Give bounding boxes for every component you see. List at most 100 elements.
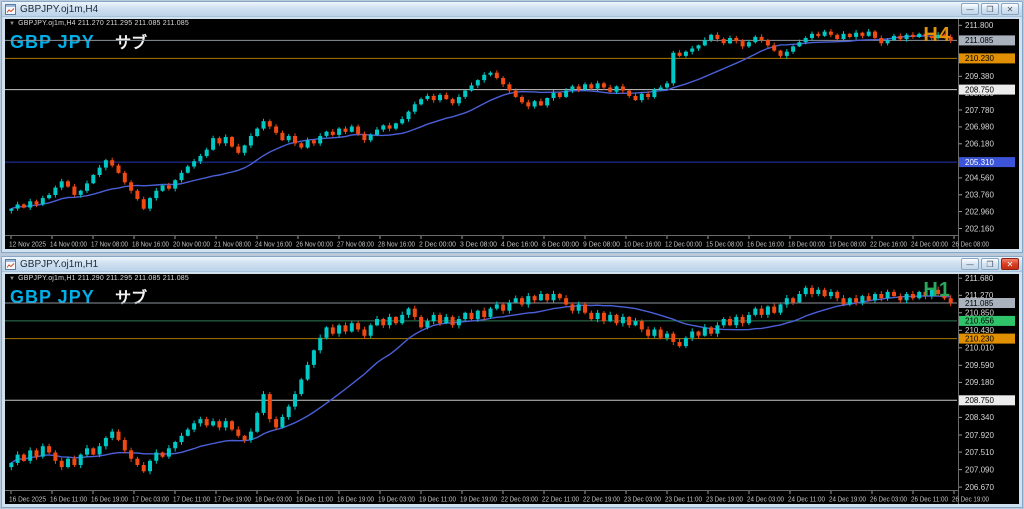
window-titlebar-h1[interactable]: GBPJPY.oj1m,H1 — ❐ ✕: [2, 257, 1022, 272]
svg-text:210.010: 210.010: [965, 344, 994, 353]
chart-client-area-h4: GBP JPY サブ ▼ GBPJPY.oj1m,H4 211.270 211.2…: [5, 19, 1019, 249]
svg-text:20 Nov 00:00: 20 Nov 00:00: [173, 242, 210, 249]
chevron-down-icon[interactable]: ▼: [9, 276, 16, 282]
svg-text:3 Dec 08:00: 3 Dec 08:00: [460, 242, 497, 249]
window-buttons: — ❐ ✕: [961, 258, 1019, 270]
chart-client-area-h1: GBP JPY サブ ▼ GBPJPY.oj1m,H1 211.290 211.2…: [5, 274, 1019, 504]
svg-text:9 Dec 08:00: 9 Dec 08:00: [583, 242, 620, 249]
svg-text:22 Dec 03:00: 22 Dec 03:00: [501, 497, 538, 504]
svg-text:23 Dec 03:00: 23 Dec 03:00: [624, 497, 661, 504]
svg-text:209.590: 209.590: [965, 361, 994, 370]
svg-text:210.230: 210.230: [965, 334, 994, 343]
close-button[interactable]: ✕: [1001, 258, 1019, 270]
svg-text:26 Nov 00:00: 26 Nov 00:00: [296, 242, 333, 249]
svg-text:19 Dec 19:00: 19 Dec 19:00: [460, 497, 497, 504]
svg-text:17 Dec 19:00: 17 Dec 19:00: [214, 497, 251, 504]
svg-text:14 Nov 00:00: 14 Nov 00:00: [50, 242, 87, 249]
chart-window-icon[interactable]: [5, 3, 16, 15]
svg-text:26 Dec 19:00: 26 Dec 19:00: [952, 497, 989, 504]
svg-text:207.510: 207.510: [965, 448, 994, 457]
ohlc-info-bar[interactable]: ▼ GBPJPY.oj1m,H4 211.270 211.295 211.085 …: [9, 20, 189, 27]
svg-text:18 Dec 11:00: 18 Dec 11:00: [296, 497, 333, 504]
window-titlebar-h4[interactable]: GBPJPY.oj1m,H4 — ❐ ✕: [2, 2, 1022, 17]
svg-text:16 Dec 11:00: 16 Dec 11:00: [50, 497, 87, 504]
svg-text:207.780: 207.780: [965, 106, 994, 115]
svg-text:16 Dec 2025: 16 Dec 2025: [9, 497, 46, 504]
svg-text:17 Dec 11:00: 17 Dec 11:00: [173, 497, 210, 504]
svg-text:19 Dec 11:00: 19 Dec 11:00: [419, 497, 456, 504]
svg-text:24 Nov 16:00: 24 Nov 16:00: [255, 242, 292, 249]
restore-button[interactable]: ❐: [981, 258, 999, 270]
chart-window-h4: GBPJPY.oj1m,H4 — ❐ ✕ GBP JPY サブ ▼ GBPJPY.…: [1, 1, 1023, 253]
window-title: GBPJPY.oj1m,H4: [20, 3, 99, 15]
svg-text:206.980: 206.980: [965, 123, 994, 132]
svg-text:202.160: 202.160: [965, 224, 994, 233]
svg-text:205.310: 205.310: [965, 158, 994, 167]
svg-text:211.270: 211.270: [965, 291, 994, 300]
svg-text:8 Dec 00:00: 8 Dec 00:00: [542, 242, 579, 249]
svg-text:208.340: 208.340: [965, 413, 994, 422]
svg-text:18 Dec 19:00: 18 Dec 19:00: [337, 497, 374, 504]
watermark-symbol: GBP JPY: [10, 32, 95, 52]
svg-text:24 Dec 00:00: 24 Dec 00:00: [911, 242, 948, 249]
timeframe-label: H4: [923, 24, 951, 46]
svg-text:210.656: 210.656: [965, 317, 994, 326]
svg-text:206.180: 206.180: [965, 140, 994, 149]
ohlc-info-text: GBPJPY.oj1m,H4 211.270 211.295 211.085 2…: [18, 20, 189, 27]
svg-text:2 Dec 00:00: 2 Dec 00:00: [419, 242, 456, 249]
svg-text:24 Dec 19:00: 24 Dec 19:00: [829, 497, 866, 504]
svg-text:207.920: 207.920: [965, 431, 994, 440]
window-title: GBPJPY.oj1m,H1: [20, 258, 99, 270]
svg-text:208.750: 208.750: [965, 85, 994, 94]
minimize-button[interactable]: —: [961, 258, 979, 270]
chart-canvas-h4[interactable]: 211.800209.380208.580207.780206.980206.1…: [5, 19, 1019, 249]
watermark-symbol: GBP JPY: [10, 287, 95, 307]
svg-text:210.850: 210.850: [965, 309, 994, 318]
svg-text:17 Dec 03:00: 17 Dec 03:00: [132, 497, 169, 504]
watermark: GBP JPY サブ: [10, 29, 147, 53]
svg-text:209.380: 209.380: [965, 72, 994, 81]
svg-text:210.230: 210.230: [965, 54, 994, 63]
svg-text:210.430: 210.430: [965, 326, 994, 335]
svg-text:23 Dec 11:00: 23 Dec 11:00: [665, 497, 702, 504]
svg-text:208.750: 208.750: [965, 396, 994, 405]
svg-text:28 Nov 16:00: 28 Nov 16:00: [378, 242, 415, 249]
watermark-sub: サブ: [115, 35, 148, 52]
ohlc-info-bar[interactable]: ▼ GBPJPY.oj1m,H1 211.290 211.295 211.085 …: [9, 275, 189, 282]
svg-text:211.085: 211.085: [965, 36, 994, 45]
timeframe-label: H1: [923, 279, 951, 301]
svg-text:16 Dec 19:00: 16 Dec 19:00: [91, 497, 128, 504]
close-button[interactable]: ✕: [1001, 3, 1019, 15]
svg-text:26 Dec 11:00: 26 Dec 11:00: [911, 497, 948, 504]
svg-text:26 Dec 08:00: 26 Dec 08:00: [952, 242, 989, 249]
svg-text:207.090: 207.090: [965, 465, 994, 474]
svg-text:18 Dec 00:00: 18 Dec 00:00: [788, 242, 825, 249]
svg-text:16 Dec 16:00: 16 Dec 16:00: [747, 242, 784, 249]
svg-text:27 Nov 08:00: 27 Nov 08:00: [337, 242, 374, 249]
minimize-button[interactable]: —: [961, 3, 979, 15]
chevron-down-icon[interactable]: ▼: [9, 21, 16, 27]
svg-text:19 Dec 08:00: 19 Dec 08:00: [829, 242, 866, 249]
svg-text:12 Dec 00:00: 12 Dec 00:00: [665, 242, 702, 249]
chart-window-icon[interactable]: [5, 258, 16, 270]
svg-text:202.960: 202.960: [965, 207, 994, 216]
svg-text:23 Dec 19:00: 23 Dec 19:00: [706, 497, 743, 504]
chart-window-h1: GBPJPY.oj1m,H1 — ❐ ✕ GBP JPY サブ ▼ GBPJPY.…: [1, 256, 1023, 508]
restore-button[interactable]: ❐: [981, 3, 999, 15]
svg-text:12 Nov 2025: 12 Nov 2025: [9, 242, 46, 249]
svg-text:17 Nov 08:00: 17 Nov 08:00: [91, 242, 128, 249]
svg-text:24 Dec 11:00: 24 Dec 11:00: [788, 497, 825, 504]
svg-text:22 Dec 16:00: 22 Dec 16:00: [870, 242, 907, 249]
svg-text:18 Dec 03:00: 18 Dec 03:00: [255, 497, 292, 504]
svg-text:24 Dec 03:00: 24 Dec 03:00: [747, 497, 784, 504]
svg-text:209.180: 209.180: [965, 378, 994, 387]
svg-text:26 Dec 03:00: 26 Dec 03:00: [870, 497, 907, 504]
chart-canvas-h1[interactable]: 211.680 211.270 210.850 210.430 210.010 209.5…: [5, 274, 1019, 504]
svg-text:211.085: 211.085: [965, 299, 994, 308]
svg-text:19 Dec 03:00: 19 Dec 03:00: [378, 497, 415, 504]
svg-text:22 Dec 19:00: 22 Dec 19:00: [583, 497, 620, 504]
ohlc-info-text: GBPJPY.oj1m,H1 211.290 211.295 211.085 2…: [18, 275, 189, 282]
svg-text:4 Dec 16:00: 4 Dec 16:00: [501, 242, 538, 249]
svg-text:21 Nov 08:00: 21 Nov 08:00: [214, 242, 251, 249]
svg-text:211.800: 211.800: [965, 21, 994, 30]
